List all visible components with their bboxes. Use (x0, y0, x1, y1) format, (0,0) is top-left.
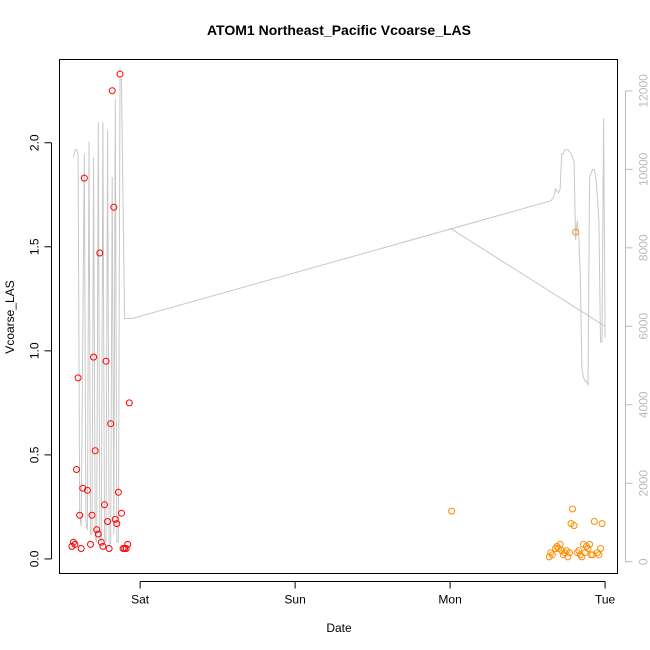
data-point (584, 545, 592, 552)
y-tick-label: 0.0 (28, 550, 42, 567)
secondary-line-series (72, 78, 606, 547)
y-axis: 0.0 0.5 1.0 1.5 2.0 (28, 134, 52, 567)
data-point (556, 540, 564, 548)
y-tick-label: 2.0 (28, 134, 42, 151)
data-point (547, 549, 555, 557)
y-tick-label: 1.0 (28, 342, 42, 359)
data-point (69, 538, 77, 546)
data-point (108, 87, 116, 95)
data-point (118, 509, 125, 517)
y-tick-label: 0.5 (28, 446, 42, 463)
scatter-points (68, 70, 606, 561)
data-point (80, 174, 88, 182)
data-point (97, 538, 105, 546)
secondary-y-tick-label: 12000 (637, 74, 650, 108)
data-point (102, 357, 110, 365)
data-point (71, 540, 79, 548)
data-point (569, 505, 576, 513)
data-point (88, 511, 96, 519)
data-point (87, 540, 94, 548)
data-point (105, 545, 113, 552)
x-axis: Sat Sun Mon Tue (131, 581, 616, 607)
data-point (548, 551, 556, 559)
x-axis-label: Date (326, 621, 352, 635)
data-point (73, 466, 80, 473)
data-point (91, 447, 99, 455)
secondary-y-tick-label: 2000 (637, 470, 650, 497)
data-point (90, 353, 98, 361)
data-point (122, 545, 130, 552)
data-point (595, 551, 603, 559)
data-point (96, 249, 104, 257)
data-point (101, 501, 108, 509)
data-point (77, 545, 85, 552)
data-point (570, 522, 578, 530)
data-point (114, 488, 122, 496)
secondary-y-tick-label: 4000 (637, 391, 650, 418)
data-point (597, 545, 604, 552)
y-tick-label: 1.5 (28, 238, 42, 255)
data-point (76, 511, 84, 519)
data-point (116, 70, 124, 78)
secondary-y-tick-label: 0 (637, 558, 650, 565)
x-tick-label: Tue (595, 593, 616, 607)
x-tick-label: Mon (438, 593, 461, 607)
data-point (552, 545, 559, 552)
secondary-line-segment (449, 227, 606, 327)
data-point (99, 542, 107, 550)
data-point (93, 526, 101, 534)
data-point (564, 553, 572, 561)
data-point (590, 518, 598, 525)
y-axis-label: Vcoarse_LAS (3, 280, 17, 353)
chart-title: ATOM1 Northeast_Pacific Vcoarse_LAS (207, 22, 471, 38)
data-point (124, 540, 132, 548)
data-point (448, 507, 456, 515)
secondary-y-tick-label: 6000 (637, 313, 650, 340)
secondary-y-tick-label: 10000 (637, 152, 650, 186)
data-point (572, 228, 580, 236)
data-point (598, 520, 606, 528)
data-point (113, 520, 121, 528)
data-point (110, 203, 118, 211)
data-point (125, 399, 133, 407)
secondary-y-axis: 0 2000 4000 6000 8000 10000 12000 (625, 74, 650, 565)
data-point (566, 549, 573, 557)
data-point (111, 515, 119, 523)
x-tick-label: Sun (284, 593, 305, 607)
data-point (104, 518, 112, 525)
data-point (94, 530, 102, 538)
data-point (107, 420, 115, 428)
plot-area (59, 59, 618, 574)
data-point (586, 540, 594, 548)
x-tick-label: Sat (131, 593, 150, 607)
data-point (575, 547, 583, 555)
secondary-line-segment (72, 78, 606, 547)
secondary-y-tick-label: 8000 (637, 234, 650, 261)
data-point (74, 374, 82, 382)
data-point (83, 486, 91, 494)
